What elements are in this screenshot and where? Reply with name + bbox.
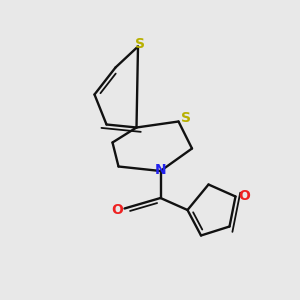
Text: O: O xyxy=(111,203,123,217)
Text: N: N xyxy=(155,163,166,176)
Text: S: S xyxy=(134,37,145,51)
Text: S: S xyxy=(181,112,191,125)
Text: O: O xyxy=(238,189,250,202)
